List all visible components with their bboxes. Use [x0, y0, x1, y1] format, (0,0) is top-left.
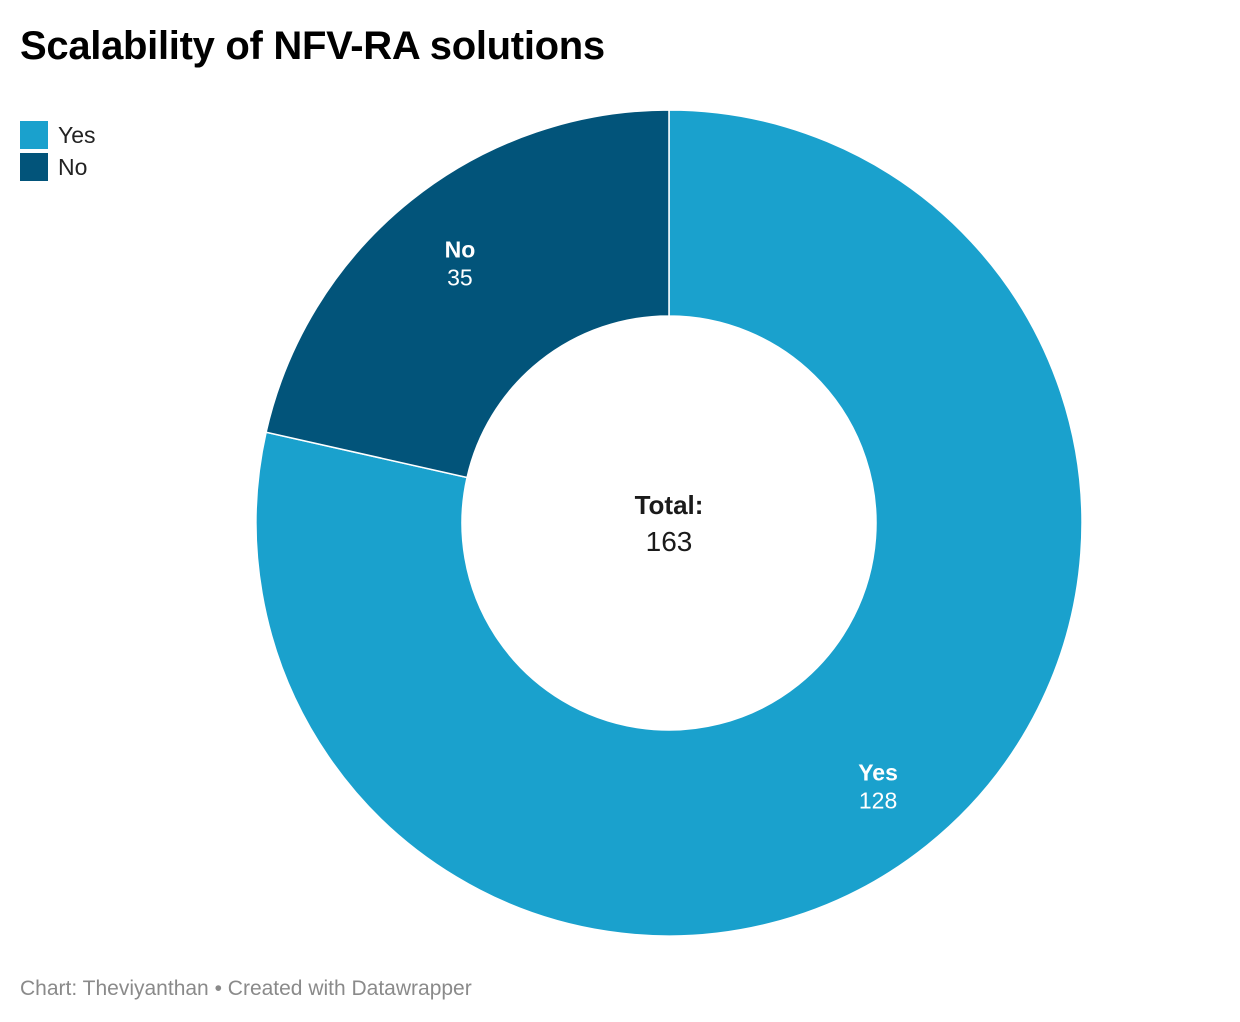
- legend-swatch-no: [20, 153, 48, 181]
- legend-label-yes: Yes: [58, 122, 96, 148]
- footer-source-prefix: Chart:: [20, 977, 83, 1000]
- footer-separator: •: [208, 977, 228, 1000]
- legend-swatch-yes: [20, 121, 48, 149]
- slice-label-no: No: [445, 237, 476, 263]
- footer-credit: Created with Datawrapper: [227, 977, 472, 1000]
- legend-label-no: No: [58, 154, 88, 180]
- legend-item-yes: Yes: [20, 119, 96, 151]
- slice-label-yes: Yes: [858, 759, 898, 785]
- legend-item-no: No: [20, 151, 96, 183]
- footer-source: Theviyanthan: [82, 977, 209, 1000]
- donut-center-value: 163: [646, 526, 693, 557]
- donut-slices: [255, 109, 1083, 937]
- chart-title: Scalability of NFV-RA solutions: [20, 24, 605, 68]
- donut-center-label: Total:: [635, 490, 704, 520]
- legend: Yes No: [20, 119, 96, 183]
- donut-slice-yes: [255, 109, 1083, 937]
- donut-slice-no: [265, 109, 670, 479]
- slice-value-yes: 128: [859, 787, 897, 813]
- chart-footer: Chart: Theviyanthan • Created with Dataw…: [20, 976, 472, 1002]
- slice-value-no: 35: [447, 265, 473, 291]
